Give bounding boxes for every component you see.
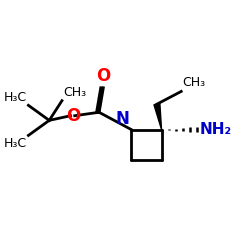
Text: O: O: [96, 67, 110, 85]
Polygon shape: [154, 104, 162, 130]
Text: NH₂: NH₂: [200, 122, 232, 137]
Text: CH₃: CH₃: [182, 76, 206, 89]
Text: O: O: [66, 107, 81, 125]
Text: H₃C: H₃C: [4, 91, 27, 104]
Text: H₃C: H₃C: [4, 136, 27, 149]
Text: CH₃: CH₃: [63, 86, 86, 99]
Text: N: N: [116, 110, 130, 128]
